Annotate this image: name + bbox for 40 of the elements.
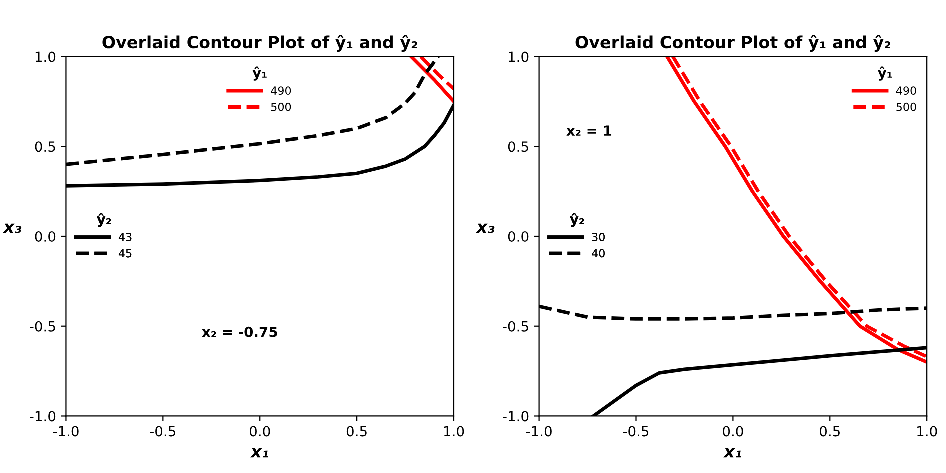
legend-label: 45 (118, 249, 132, 258)
text: ŷ₁ (252, 66, 267, 81)
y-axis-title: x₃ (476, 224, 495, 234)
y-tick-label: 0.5 (35, 142, 56, 152)
y-tick-label: 1.0 (509, 52, 529, 62)
x-tick-label: 0.0 (250, 426, 270, 437)
legend-label: 30 (592, 232, 605, 242)
annotation: x₂ = -0.75 (202, 326, 278, 338)
text: ŷ₂ (97, 213, 112, 228)
x-tick-label: 1.0 (918, 426, 938, 437)
x-tick-label: 0.5 (346, 426, 367, 437)
x-tick-label: 0.5 (820, 426, 840, 437)
text: ŷ₂ (570, 213, 584, 228)
x-tick-label: 0.0 (723, 426, 744, 437)
legend-label: 490 (896, 86, 916, 96)
y-tick-label: 0.0 (508, 231, 529, 242)
text: ŷ₁ (878, 66, 892, 81)
y-tick-label: 0.0 (35, 231, 56, 242)
annotation: x₂ = 1 (566, 126, 612, 136)
y-axis-title: x₃ (3, 224, 22, 234)
legend-label: 500 (271, 102, 292, 112)
legend-label: 500 (896, 102, 916, 112)
chart-title: Overlaid Contour Plot of ŷ₁ and ŷ₂ (576, 35, 890, 52)
x-tick-label: -0.5 (623, 426, 649, 437)
y-tick-label: -1.0 (30, 411, 56, 422)
legend-label: 490 (271, 86, 292, 96)
x-tick-label: -1.0 (526, 426, 552, 437)
x-tick-label: 1.0 (444, 426, 464, 437)
y-tick-label: -0.5 (30, 321, 56, 332)
y-tick-label: -1.0 (503, 411, 529, 422)
x-axis-title: x₁ (250, 448, 268, 458)
y-tick-label: 0.5 (508, 142, 528, 152)
chart-title: Overlaid Contour Plot of ŷ₁ and ŷ₂ (102, 35, 418, 52)
y-tick-label: -0.5 (503, 321, 528, 332)
x-tick-label: -1.0 (53, 426, 79, 437)
y-tick-label: 1.0 (36, 52, 56, 62)
x-axis-title: x₁ (723, 448, 742, 458)
legend-label: 40 (592, 249, 605, 258)
x-tick-label: -0.5 (150, 426, 176, 437)
legend-label: 43 (118, 232, 132, 242)
